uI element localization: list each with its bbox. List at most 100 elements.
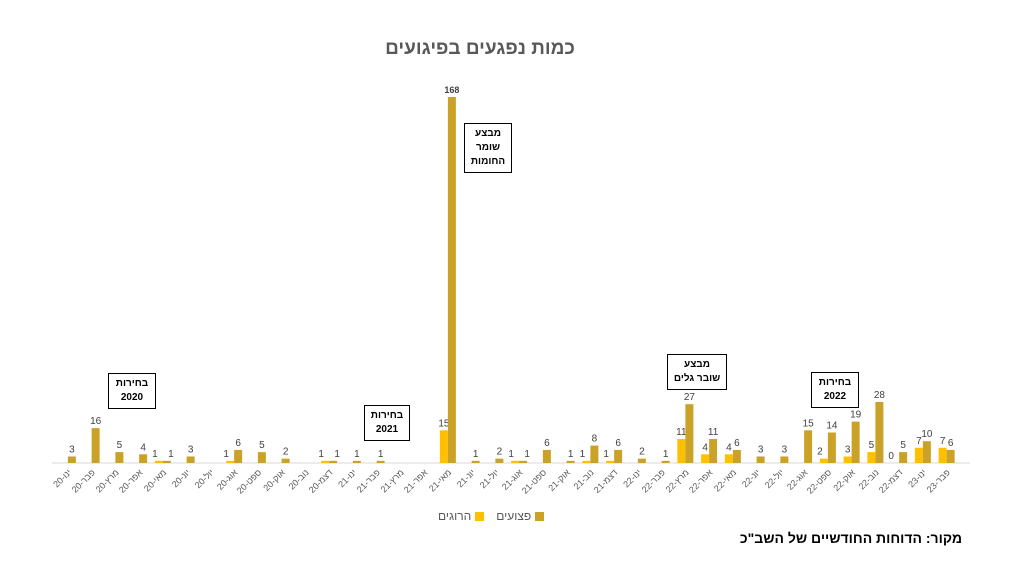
data-label-wounded: 1	[334, 449, 340, 460]
data-label-wounded: 3	[758, 444, 764, 455]
bar-wounded	[946, 449, 955, 463]
x-tick-label: ספט-21	[520, 467, 548, 495]
data-label-killed: 11	[676, 427, 687, 438]
data-label-killed: 1	[508, 449, 514, 460]
data-label-killed: 7	[916, 436, 922, 447]
data-label-wounded: 5	[900, 440, 906, 451]
bar-wounded	[709, 439, 718, 463]
data-label-killed: 1	[603, 449, 609, 460]
data-label-wounded: 19	[850, 410, 862, 421]
data-label-wounded: 6	[615, 438, 621, 449]
bar-killed	[226, 460, 235, 463]
x-tick-label: דצמ-22	[877, 467, 905, 495]
legend-item-wounded: פצועים	[496, 509, 545, 523]
data-label-killed: 1	[580, 449, 586, 460]
data-label-wounded: 1	[473, 449, 479, 460]
data-label-wounded: 15	[803, 418, 815, 429]
data-label-wounded: 5	[117, 440, 123, 451]
bar-wounded	[827, 432, 836, 463]
data-label-wounded: 168	[444, 85, 459, 95]
data-label-wounded: 28	[874, 390, 886, 401]
x-tick-label: מרץ-20	[94, 467, 121, 494]
data-label-killed: 4	[702, 442, 708, 453]
bar-killed	[677, 439, 686, 463]
data-label-wounded: 1	[168, 449, 174, 460]
legend-swatch-killed	[475, 511, 485, 521]
data-label-wounded: 10	[921, 429, 933, 440]
bar-wounded	[91, 428, 100, 463]
x-tick-label: יונ-21	[455, 467, 477, 489]
x-tick-label: ספט-22	[805, 467, 833, 495]
x-tick-label: מרץ-21	[379, 467, 406, 494]
annotation-elections-2022: בחירות 2022	[811, 372, 859, 408]
bar-wounded	[162, 460, 171, 463]
source-note: מקור: הדוחות החודשיים של השב"כ	[739, 530, 962, 546]
bar-wounded	[875, 402, 884, 463]
annotation-operation-guardian-of-walls: מבצע שומר החומות	[464, 123, 512, 173]
bar-wounded	[186, 456, 195, 463]
bar-wounded	[234, 449, 243, 463]
data-label-killed: 1	[223, 449, 229, 460]
bar-killed	[938, 447, 947, 463]
data-label-killed: 5	[869, 440, 875, 451]
data-label-wounded: 4	[140, 442, 146, 453]
bar-wounded	[139, 454, 148, 463]
x-tick-label: יול-21	[478, 467, 501, 490]
bar-wounded	[756, 456, 765, 463]
legend-swatch-wounded	[535, 511, 545, 521]
data-label-wounded: 8	[592, 434, 598, 445]
data-label-wounded: 6	[948, 438, 954, 449]
data-label-wounded: 16	[90, 416, 102, 427]
data-label-wounded: 2	[497, 447, 503, 458]
x-tick-label: מאי-22	[712, 467, 738, 493]
bar-wounded	[732, 449, 741, 463]
x-tick-label: אפר-22	[687, 467, 715, 495]
bar-wounded	[67, 456, 76, 463]
data-label-wounded: 2	[283, 447, 289, 458]
bar-killed	[582, 460, 591, 463]
data-label-killed: 15	[438, 418, 450, 429]
bar-wounded	[495, 458, 504, 463]
bar-wounded	[257, 452, 266, 463]
x-tick-label: פבר-21	[355, 467, 382, 494]
x-tick-label: יול-20	[193, 467, 216, 490]
x-tick-label: מאי-21	[427, 467, 453, 493]
data-label-wounded: 3	[69, 444, 75, 455]
bar-killed	[701, 454, 710, 463]
bar-wounded	[281, 458, 290, 463]
data-label-killed: 2	[817, 447, 823, 458]
bar-killed	[439, 430, 448, 463]
data-label-wounded: 3	[782, 444, 788, 455]
bar-killed	[321, 460, 330, 463]
data-label-wounded: 2	[639, 447, 645, 458]
bar-wounded	[780, 456, 789, 463]
data-label-wounded: 14	[826, 421, 838, 432]
bar-killed	[914, 447, 923, 463]
bar-wounded	[566, 460, 575, 463]
x-tick-label: יונ-20	[170, 467, 192, 489]
x-tick-label: אוק-20	[261, 467, 287, 493]
x-tick-label: מרץ-22	[664, 467, 691, 494]
bar-wounded	[447, 97, 456, 463]
bar-killed	[867, 452, 876, 463]
x-tick-label: יונ-22	[740, 467, 762, 489]
annotation-elections-2020: בחירות 2020	[108, 373, 156, 409]
bar-wounded	[899, 452, 908, 463]
bar-wounded	[922, 441, 931, 463]
bar-wounded	[685, 404, 694, 463]
x-tick-label: אפר-20	[117, 467, 145, 495]
x-tick-label: אפר-21	[402, 467, 430, 495]
annotation-elections-2021: בחירות 2021	[364, 405, 410, 441]
data-label-wounded: 6	[734, 438, 740, 449]
data-label-wounded: 11	[708, 427, 719, 438]
data-label-wounded: 1	[524, 449, 530, 460]
bar-wounded	[614, 449, 623, 463]
bar-wounded	[471, 460, 480, 463]
x-tick-label: ספט-20	[235, 467, 263, 495]
bar-wounded	[352, 460, 361, 463]
data-label-wounded: 6	[544, 438, 550, 449]
annotation-operation-breakwater: מבצע שובר גלים	[667, 354, 727, 390]
x-tick-label: פבר-20	[70, 467, 97, 494]
data-label-killed: 7	[940, 436, 946, 447]
